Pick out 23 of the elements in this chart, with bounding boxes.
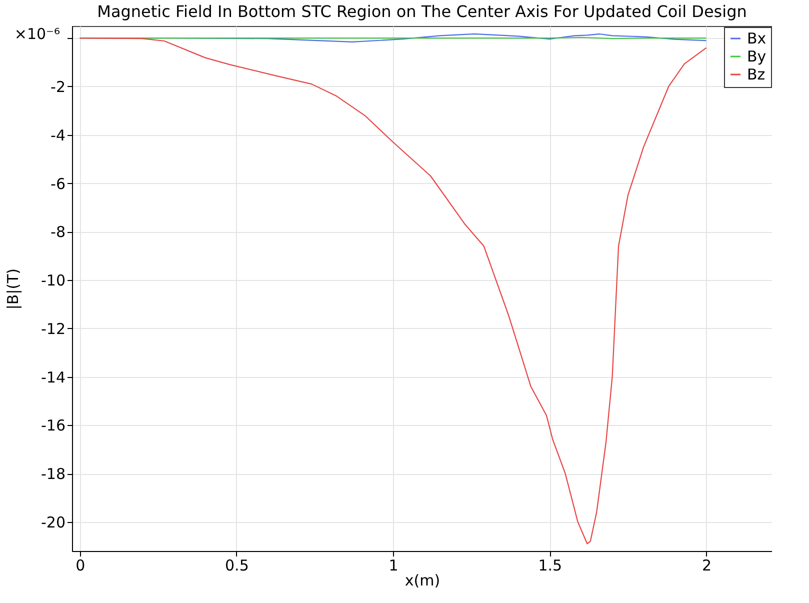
x-tick-label: 0.5 xyxy=(225,556,249,574)
legend-label: Bz xyxy=(747,66,766,84)
y-tick-label: -14 xyxy=(41,368,66,386)
legend-label: Bx xyxy=(747,30,766,48)
y-tick-label: -16 xyxy=(41,416,66,435)
y-axis-title: |B|(T) xyxy=(4,268,22,310)
y-tick-label: -4 xyxy=(50,126,66,144)
x-tick-label: 1 xyxy=(388,556,398,574)
legend-label: By xyxy=(747,48,766,66)
x-tick-label: 1.5 xyxy=(538,556,562,574)
y-tick-label: -20 xyxy=(41,513,66,532)
x-tick-label: 0 xyxy=(76,556,86,574)
chart-title: Magnetic Field In Bottom STC Region on The Center Axis For Updated Coil Design xyxy=(97,2,747,21)
line-series xyxy=(79,38,707,544)
y-tick-label: -8 xyxy=(50,223,66,242)
x-tick-label: 2 xyxy=(702,556,712,574)
y-tick-label: -12 xyxy=(41,320,66,338)
y-tick-label: -2 xyxy=(50,78,66,96)
y-tick-label: -10 xyxy=(41,272,66,290)
y-tick-label: -6 xyxy=(50,174,66,193)
text: ×10⁻⁶ xyxy=(14,25,60,43)
x-axis-title: x(m) xyxy=(404,572,440,590)
y-tick-label: -18 xyxy=(41,465,66,484)
